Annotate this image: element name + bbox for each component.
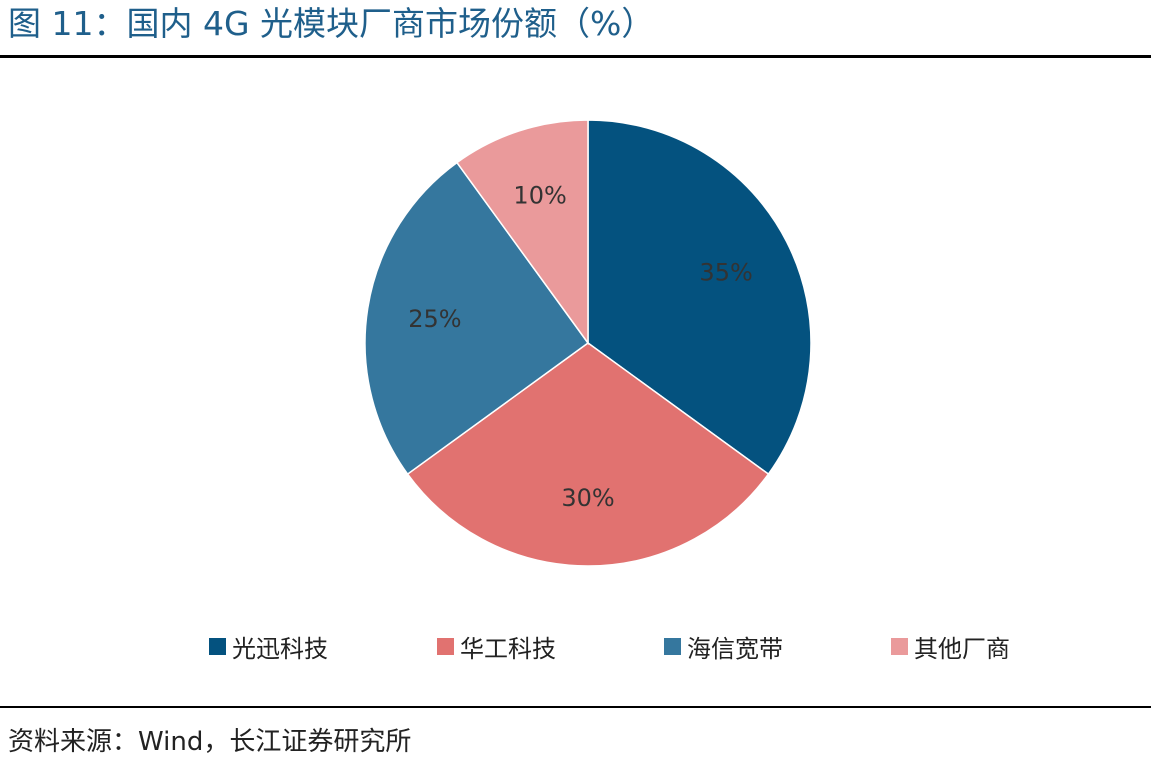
pie-slice-1 [587,119,812,476]
pie-slices [364,119,812,567]
legend-swatch [664,637,681,655]
legend-swatch [209,637,226,655]
pie-data-label-2: 30% [561,484,614,512]
pie-data-label-4: 10% [513,182,566,210]
top-rule [0,55,1151,58]
pie-data-labels: 35% 30% 25% 10% [408,182,753,512]
legend-label: 海信宽带 [687,634,783,663]
legend-swatch [437,637,454,655]
bottom-rule [0,706,1151,708]
legend-item-hisense: 海信宽带 [664,628,783,664]
legend-item-huagong: 华工科技 [437,628,556,664]
legend-item-others: 其他厂商 [891,628,1010,664]
pie-chart: 35% 30% 25% 10% [364,119,812,567]
pie-data-label-3: 25% [408,305,461,333]
pie-data-label-1: 35% [699,259,752,287]
legend-label: 其他厂商 [914,634,1010,663]
pie-slice-4 [455,119,589,346]
pie-slice-2 [406,342,770,567]
legend-label: 光迅科技 [232,634,328,663]
source-note: 资料来源：Wind，长江证券研究所 [8,727,412,757]
legend-item-guangxun: 光迅科技 [209,628,328,664]
pie-slice-3 [364,161,590,476]
legend-swatch [891,637,908,655]
chart-legend: 光迅科技 华工科技 海信宽带 其他厂商 [0,628,1151,664]
legend-label: 华工科技 [460,634,556,663]
figure-title: 图 11：国内 4G 光模块厂商市场份额（%） [8,4,655,43]
